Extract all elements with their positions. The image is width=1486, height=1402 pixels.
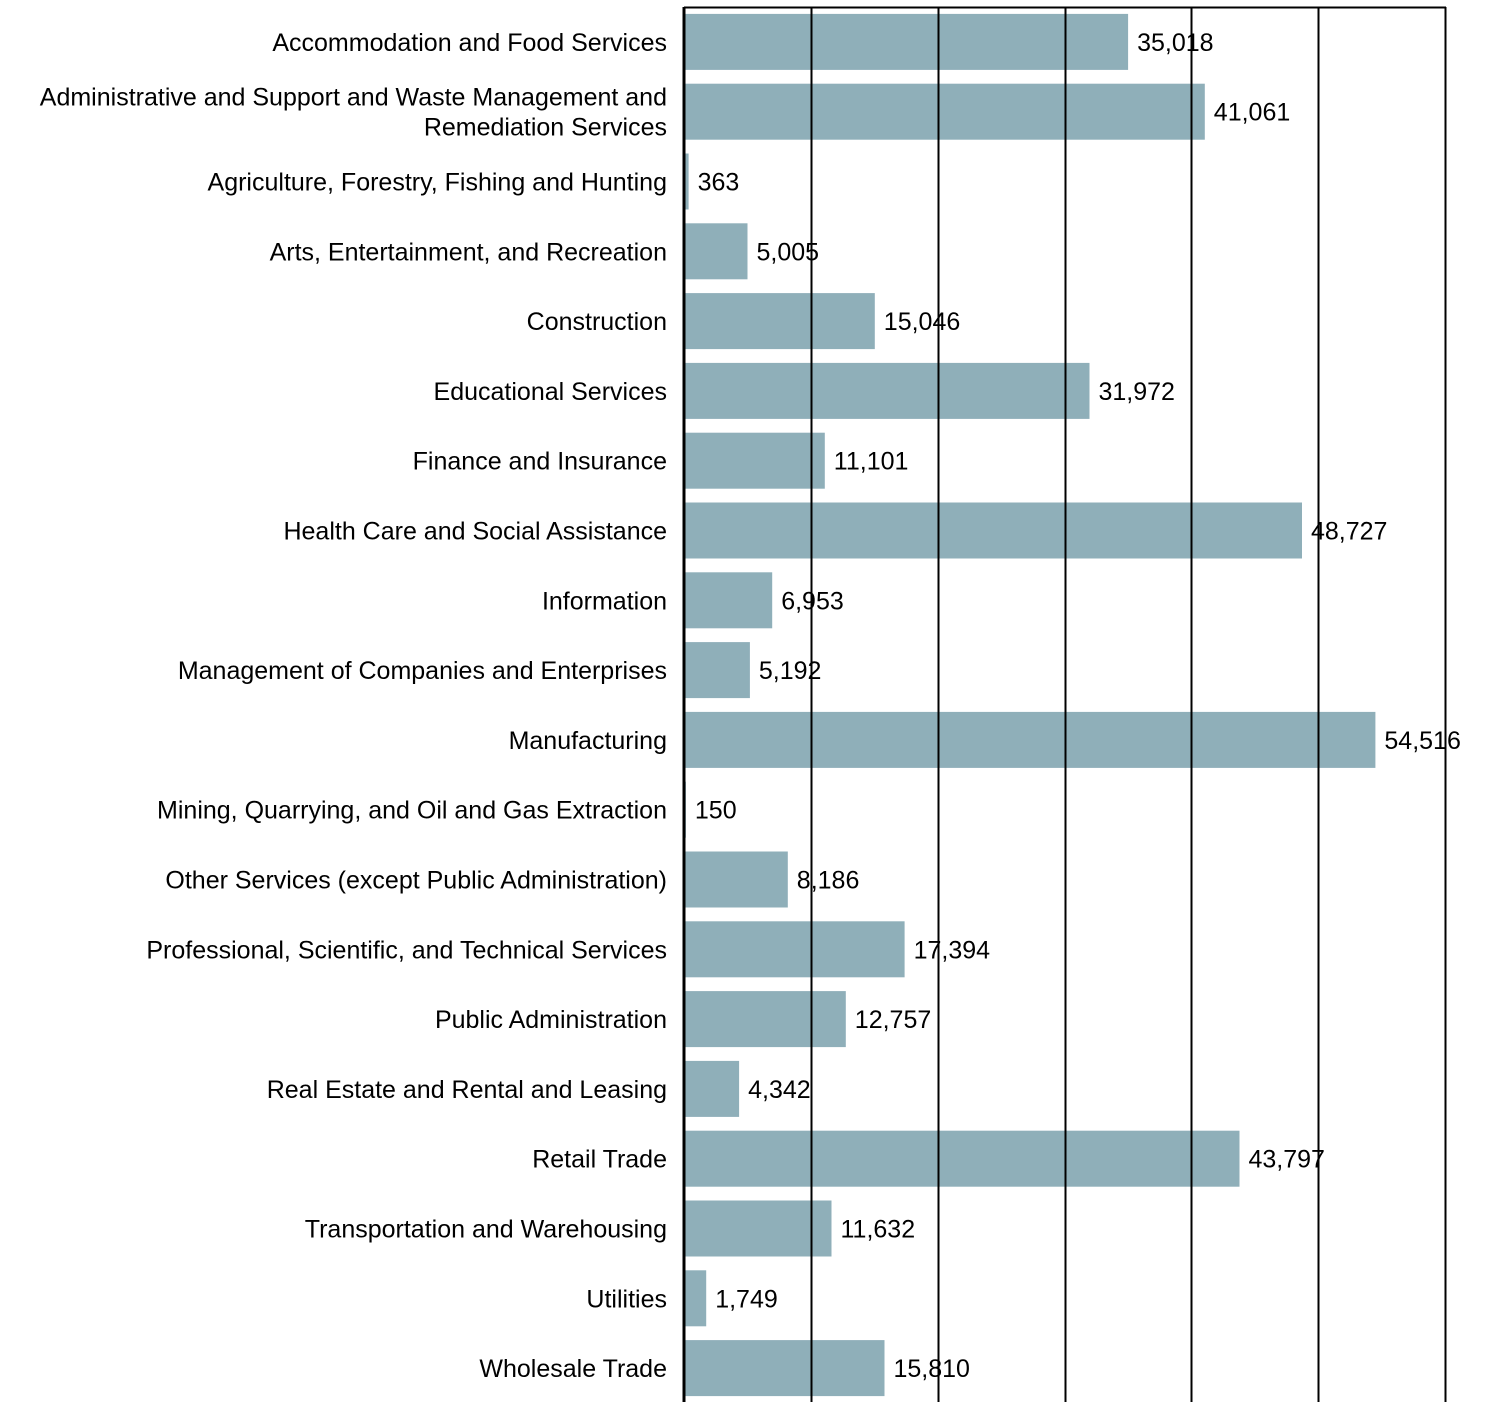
value-label-2: 363 (698, 169, 740, 197)
value-label-5: 31,972 (1099, 378, 1175, 406)
category-label-2: Agriculture, Forestry, Fishing and Hunti… (208, 169, 667, 197)
category-label-line: Construction (527, 308, 667, 336)
category-label-13: Professional, Scientific, and Technical … (146, 936, 667, 964)
category-label-line: Other Services (except Public Administra… (165, 867, 667, 895)
category-label-5: Educational Services (434, 378, 667, 406)
category-label-line: Manufacturing (509, 727, 667, 755)
bar-1 (684, 83, 1205, 140)
value-label-12: 8,186 (797, 867, 860, 895)
category-label-10: Manufacturing (509, 727, 667, 755)
value-label-15: 4,342 (748, 1076, 811, 1104)
category-label-line: Administrative and Support and Waste Man… (40, 84, 667, 112)
bar-19 (684, 1340, 885, 1397)
category-label-6: Finance and Insurance (413, 448, 667, 476)
value-label-17: 11,632 (841, 1216, 916, 1244)
bar-15 (684, 1060, 740, 1117)
bar-9 (684, 642, 750, 699)
category-label-line: Mining, Quarrying, and Oil and Gas Extra… (157, 797, 667, 825)
value-label-14: 12,757 (855, 1006, 931, 1034)
category-label-line: Agriculture, Forestry, Fishing and Hunti… (208, 169, 667, 197)
category-label-line: Utilities (586, 1285, 667, 1313)
category-label-line: Management of Companies and Enterprises (178, 657, 667, 685)
category-label-7: Health Care and Social Assistance (283, 518, 667, 546)
grid-layer (810, 7, 1447, 1402)
bar-14 (684, 991, 846, 1048)
category-label-19: Wholesale Trade (479, 1355, 667, 1383)
value-label-19: 15,810 (894, 1355, 970, 1383)
category-label-line: Remediation Services (424, 114, 667, 142)
bar-4 (684, 293, 875, 350)
category-label-8: Information (542, 587, 667, 615)
category-label-9: Management of Companies and Enterprises (178, 657, 667, 685)
category-label-line: Transportation and Warehousing (305, 1216, 667, 1244)
bar-10 (684, 711, 1376, 768)
category-label-line: Wholesale Trade (479, 1355, 667, 1383)
bar-13 (684, 921, 905, 978)
bar-16 (684, 1130, 1240, 1187)
bar-2 (684, 153, 689, 210)
labels-layer: Accommodation and Food Services Administr… (40, 29, 1461, 1383)
value-label-10: 54,516 (1384, 727, 1460, 755)
plot-frame (682, 6, 1446, 1402)
bar-3 (684, 223, 748, 280)
category-label-17: Transportation and Warehousing (305, 1216, 667, 1244)
category-label-14: Public Administration (435, 1006, 667, 1034)
category-label-0: Accommodation and Food Services (272, 29, 667, 57)
value-label-11: 150 (695, 797, 737, 825)
category-label-line: Professional, Scientific, and Technical … (146, 936, 667, 964)
category-label-line: Retail Trade (532, 1146, 667, 1174)
category-label-18: Utilities (586, 1285, 667, 1313)
bar-8 (684, 572, 773, 629)
value-label-7: 48,727 (1311, 518, 1387, 546)
bar-12 (684, 851, 788, 908)
category-label-12: Other Services (except Public Administra… (165, 867, 667, 895)
value-label-6: 11,101 (834, 448, 909, 476)
category-label-line: Real Estate and Rental and Leasing (267, 1076, 667, 1104)
bar-5 (684, 362, 1090, 419)
value-label-0: 35,018 (1137, 29, 1213, 57)
category-label-4: Construction (527, 308, 667, 336)
value-label-13: 17,394 (914, 936, 991, 964)
category-label-15: Real Estate and Rental and Leasing (267, 1076, 667, 1104)
bar-18 (684, 1270, 707, 1327)
category-label-line: Public Administration (435, 1006, 667, 1034)
bar-0 (684, 13, 1129, 70)
bar-7 (684, 502, 1302, 559)
category-label-11: Mining, Quarrying, and Oil and Gas Extra… (157, 797, 667, 825)
category-label-1: Administrative and Support and Waste Man… (40, 84, 667, 142)
category-label-line: Accommodation and Food Services (272, 29, 667, 57)
category-label-line: Educational Services (434, 378, 667, 406)
value-label-8: 6,953 (781, 587, 844, 615)
category-label-3: Arts, Entertainment, and Recreation (270, 238, 667, 266)
category-label-line: Finance and Insurance (413, 448, 667, 476)
value-label-1: 41,061 (1214, 99, 1290, 127)
bars-layer (684, 13, 1376, 1397)
value-label-3: 5,005 (757, 238, 820, 266)
value-label-9: 5,192 (759, 657, 822, 685)
value-label-16: 43,797 (1249, 1146, 1325, 1174)
category-label-line: Information (542, 587, 667, 615)
value-label-4: 15,046 (884, 308, 960, 336)
bar-17 (684, 1200, 832, 1257)
category-label-16: Retail Trade (532, 1146, 667, 1174)
category-label-line: Health Care and Social Assistance (283, 518, 667, 546)
value-label-18: 1,749 (715, 1285, 778, 1313)
bar-6 (684, 432, 825, 489)
category-label-line: Arts, Entertainment, and Recreation (270, 238, 667, 266)
